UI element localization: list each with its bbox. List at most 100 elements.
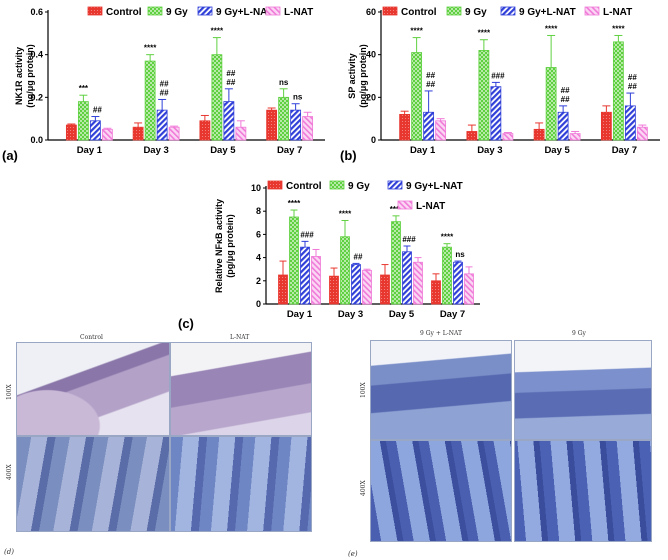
significance-annotation: **** — [339, 209, 352, 218]
bar-day3-s3 — [168, 126, 180, 141]
bar-day3-s3 — [502, 133, 514, 141]
significance-annotation: ## — [628, 82, 637, 91]
legend-swatch-gy9lnat — [387, 180, 403, 190]
bar-day3-s0 — [132, 126, 144, 141]
y-tick-label: 0.2 — [30, 92, 43, 102]
histo-d-lnat-100x — [170, 342, 312, 436]
bar-day3-s2 — [490, 86, 502, 141]
x-tick-label: Day 7 — [612, 145, 637, 156]
y-tick-label: 20 — [366, 92, 376, 102]
bar-day1-s2 — [300, 246, 310, 305]
significance-annotation: ## — [160, 88, 169, 97]
bar-day5-s1 — [391, 221, 401, 305]
legend-swatch-gy9lnat — [500, 6, 516, 16]
y-tick-label: 60 — [366, 7, 376, 17]
histo-e-9gylnat-400x — [370, 440, 512, 542]
legend-label-gy9: 9 Gy — [166, 7, 188, 18]
y-tick-label: 2 — [256, 276, 261, 286]
bar-day5-s1 — [545, 67, 557, 141]
y-tick-label: 0.4 — [30, 50, 43, 60]
bar-day5-s0 — [380, 274, 390, 305]
histo-e-col1: 9 Gy + L-NAT — [420, 330, 463, 337]
significance-annotation: **** — [545, 24, 558, 33]
bar-day7-s2 — [453, 261, 463, 305]
bar-day1-s0 — [65, 124, 77, 141]
significance-annotation: ns — [455, 250, 465, 259]
significance-annotation: ## — [354, 252, 363, 261]
histo-d-row1: 100X — [6, 384, 13, 400]
x-tick-label: Day 5 — [544, 145, 570, 156]
histo-d-control-100x — [16, 342, 170, 436]
legend-label-control: Control — [286, 181, 322, 192]
bar-day3-s1 — [340, 236, 350, 305]
histo-d-col2: L-NAT — [230, 334, 250, 341]
y-tick-label: 0.6 — [30, 7, 43, 17]
significance-annotation: *** — [79, 84, 89, 93]
x-tick-label: Day 3 — [338, 309, 363, 320]
bar-day7-s0 — [431, 280, 441, 305]
bar-day1-s1 — [411, 52, 423, 141]
bar-day7-s1 — [612, 41, 624, 141]
significance-annotation: **** — [410, 27, 423, 36]
x-tick-label: Day 5 — [389, 309, 415, 320]
panel-label-b: (b) — [340, 148, 357, 163]
x-tick-label: Day 1 — [287, 309, 313, 320]
x-tick-label: Day 7 — [277, 145, 302, 156]
y-tick-label: 0 — [371, 135, 376, 145]
significance-annotation: ## — [93, 106, 102, 115]
bar-day7-s2 — [624, 105, 636, 141]
bar-day7-s1 — [442, 246, 452, 305]
bar-day5-s3 — [413, 261, 423, 305]
bar-day7-s3 — [302, 116, 314, 141]
bar-day7-s2 — [290, 109, 302, 141]
y-axis-label: SP activity — [347, 53, 357, 98]
legend-label-lnat: L-NAT — [284, 7, 313, 18]
bar-day1-s2 — [423, 111, 435, 141]
bar-day5-s2 — [557, 111, 569, 141]
significance-annotation: ## — [628, 73, 637, 82]
significance-annotation: **** — [390, 205, 403, 214]
legend-label-control: Control — [106, 7, 142, 18]
legend-label-lnat: L-NAT — [416, 201, 445, 212]
bar-day1-s1 — [289, 216, 299, 305]
x-tick-label: Day 1 — [77, 145, 103, 156]
bar-day1-s2 — [89, 120, 101, 141]
bar-day1-s0 — [399, 114, 411, 141]
y-tick-label: 0 — [256, 299, 261, 309]
bar-day7-s3 — [464, 273, 474, 305]
significance-annotation: ## — [426, 80, 435, 89]
y-axis-label: (pg/μg protein) — [358, 44, 368, 108]
histo-d-lnat-400x — [170, 436, 312, 532]
significance-annotation: ### — [402, 235, 416, 244]
legend-swatch-gy9 — [446, 6, 462, 16]
bar-day5-s0 — [533, 128, 545, 141]
panel-label-d: (d) — [4, 548, 14, 556]
significance-annotation: ## — [561, 95, 570, 104]
legend-swatch-gy9 — [329, 180, 345, 190]
histo-d-row2: 400X — [6, 464, 13, 480]
bar-day3-s2 — [156, 109, 168, 141]
significance-annotation: ## — [226, 69, 235, 78]
bar-day5-s2 — [223, 101, 235, 141]
y-tick-label: 6 — [256, 229, 261, 239]
significance-annotation: **** — [478, 29, 491, 38]
bar-day3-s2 — [351, 264, 361, 305]
y-tick-label: 8 — [256, 206, 261, 216]
bar-day3-s0 — [329, 275, 339, 305]
bar-day1-s0 — [278, 274, 288, 305]
y-axis-label: (pg/μg protein) — [225, 214, 235, 278]
bar-day7-s1 — [278, 96, 290, 141]
y-tick-label: 10 — [251, 183, 261, 193]
significance-annotation: ns — [293, 93, 303, 102]
bar-day5-s0 — [199, 120, 211, 141]
bar-day7-s0 — [266, 109, 278, 141]
bar-day7-s3 — [636, 126, 648, 141]
bar-day7-s0 — [600, 111, 612, 141]
bar-day5-s3 — [235, 126, 247, 141]
bar-day5-s2 — [402, 251, 412, 305]
chart-c-nfkb: 0 2 4 6 8 10 Relative NFκB activity (pg/μg prot… — [214, 180, 480, 320]
bar-day1-s3 — [101, 128, 113, 141]
y-tick-label: 4 — [256, 253, 261, 263]
legend-swatch-control — [267, 180, 283, 190]
x-tick-label: Day 3 — [143, 145, 168, 156]
